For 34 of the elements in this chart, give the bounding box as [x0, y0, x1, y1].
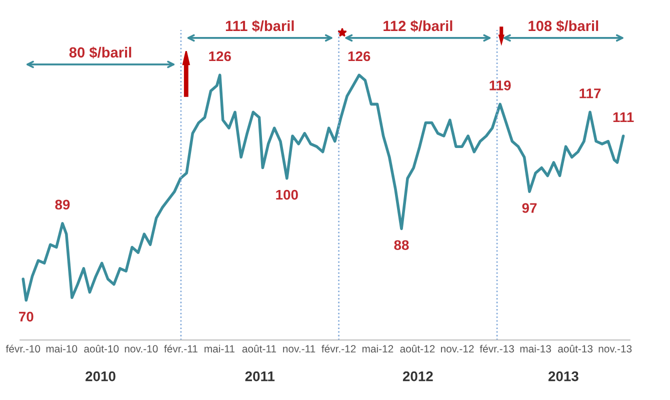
- x-tick-label: févr.-10: [6, 344, 40, 353]
- text: 2012: [402, 371, 433, 382]
- x-tick-label: mai-10: [46, 344, 78, 353]
- x-tick-label: nov.-11: [283, 345, 316, 353]
- x-tick-label: mai-12: [362, 344, 394, 353]
- annotation: 126: [209, 51, 231, 62]
- x-tick-label: mai-13: [520, 344, 551, 353]
- x-tick-label: août-12: [400, 344, 435, 353]
- x-tick-label: mai-11: [204, 344, 234, 353]
- x-tick-label: févr.-12: [322, 344, 356, 353]
- x-tick-label: févr.-13: [480, 344, 514, 353]
- text: 108 $/baril: [528, 20, 598, 32]
- annotation: 117: [580, 88, 601, 98]
- x-tick-label: août-10: [84, 344, 119, 353]
- annotation: 100: [276, 190, 298, 200]
- x-tick-label: nov.-10: [124, 345, 158, 353]
- text: 80 $/baril: [69, 46, 132, 59]
- annotation: 88: [394, 240, 409, 250]
- text: 111 $/baril: [226, 20, 294, 32]
- annotation: 70: [19, 312, 34, 322]
- annotation: 97: [522, 203, 537, 213]
- x-tick-label: févr.-11: [164, 344, 198, 353]
- x-tick-label: nov.-12: [440, 345, 474, 353]
- annotation: 119: [490, 80, 511, 90]
- annotation: 126: [348, 51, 370, 62]
- annotation: 89: [55, 200, 70, 210]
- text: 2010: [86, 371, 116, 382]
- text: 112 $/baril: [384, 20, 452, 32]
- x-tick-label: août-13: [558, 344, 593, 353]
- annotation: 111: [613, 112, 634, 122]
- text: 2013: [548, 371, 578, 382]
- x-tick-label: nov.-13: [598, 345, 632, 353]
- text: 2011: [245, 371, 275, 382]
- x-tick-label: août-11: [242, 344, 276, 353]
